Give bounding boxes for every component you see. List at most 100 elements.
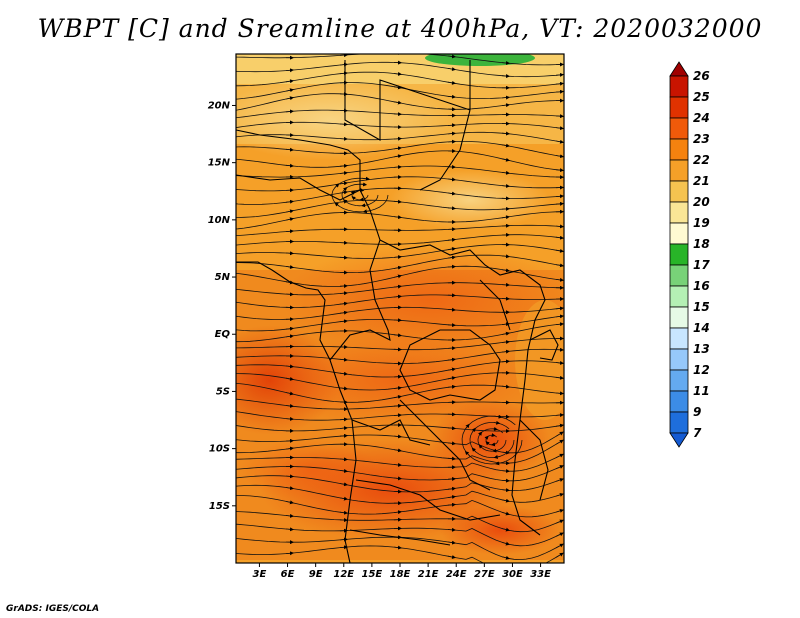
colorbar-label: 25: [693, 90, 710, 104]
colorbar-segment: [669, 264, 689, 287]
colorbar-label: 15: [693, 300, 710, 314]
streamline-arrow: [493, 426, 498, 431]
lon-tick-label: 6E: [281, 569, 295, 580]
streamline-arrow: [339, 496, 348, 501]
streamline-arrow: [555, 391, 564, 396]
streamline-arrow: [501, 527, 510, 532]
streamline-arrow: [555, 532, 564, 537]
streamline-arrow: [393, 284, 402, 289]
streamline-arrow: [285, 163, 294, 168]
streamline-arrow: [339, 482, 348, 487]
lon-tick-label: 30E: [502, 569, 523, 580]
streamline-arrow: [447, 307, 456, 312]
streamline-arrow: [339, 386, 348, 391]
streamline-arrow: [501, 61, 510, 65]
streamline-arrow: [447, 367, 456, 372]
streamline-arrow: [393, 333, 402, 338]
streamline-arrow: [501, 511, 510, 516]
streamline-arrow: [339, 468, 348, 473]
lon-tick-label: 12E: [333, 569, 354, 580]
colorbar-label: 19: [693, 216, 710, 230]
streamline-arrow: [447, 495, 456, 499]
streamline-arrow: [447, 555, 456, 559]
streamline-arrow: [501, 215, 510, 220]
colorbar-label: 21: [693, 174, 710, 188]
lat-tick-label: EQ: [215, 329, 231, 340]
lon-tick-label: 21E: [418, 569, 439, 580]
streamline-arrow: [447, 54, 456, 59]
colorbar-segment: [669, 390, 689, 413]
streamline-arrow: [501, 498, 510, 503]
streamline-arrow: [285, 446, 294, 451]
streamline-arrow: [555, 552, 564, 558]
streamline-arrow: [447, 476, 456, 481]
colorbar-label: 11: [693, 384, 710, 398]
streamline-arrow: [393, 394, 402, 399]
streamline-arrow: [555, 322, 564, 327]
streamline-arrow: [447, 376, 456, 381]
streamline-arrow: [501, 131, 510, 136]
lat-tick-label: 15N: [208, 158, 231, 169]
streamline-arrow: [393, 100, 402, 105]
streamline-arrow: [285, 147, 294, 152]
lon-tick-label: 33E: [530, 569, 551, 580]
streamline-arrow: [339, 426, 348, 431]
colorbar-label: 18: [693, 237, 710, 251]
streamline-arrow: [555, 72, 564, 77]
streamline-arrow: [555, 519, 564, 524]
streamline-arrow: [447, 67, 456, 72]
colorbar-label: 14: [693, 321, 710, 335]
streamline-arrow: [501, 322, 510, 327]
streamline-arrow: [393, 85, 402, 90]
streamline-arrow: [393, 71, 402, 76]
streamline-arrow: [285, 326, 294, 331]
streamline-arrow: [484, 435, 489, 440]
streamline-arrow: [555, 81, 564, 86]
streamline-arrow: [555, 453, 564, 459]
streamline-arrow: [501, 469, 510, 473]
streamline: [469, 422, 515, 459]
streamline-arrow: [339, 301, 348, 306]
lat-tick-label: 5S: [216, 386, 230, 397]
streamline-arrow: [285, 334, 294, 339]
colorbar-label: 22: [693, 153, 710, 167]
colorbar-label: 23: [693, 132, 710, 146]
streamline-arrow: [555, 375, 564, 380]
streamline-arrow: [555, 423, 564, 428]
streamline-arrow: [339, 291, 348, 296]
streamline-arrow: [555, 168, 564, 173]
colorbar-label: 12: [693, 363, 710, 377]
streamline-arrow: [339, 371, 348, 376]
lat-tick-label: 10N: [208, 215, 231, 226]
colorbar-segment: [669, 327, 689, 350]
colorbar-segment: [669, 411, 689, 434]
latitude-axis: 20N 15N 10N 5N EQ 5S 10S 15S: [208, 100, 236, 512]
streamline-arrow: [285, 391, 294, 396]
streamline-arrow: [555, 224, 564, 229]
streamline-arrow: [447, 94, 456, 99]
colorbar-segment: [669, 201, 689, 224]
colorbar-segment: [669, 222, 689, 245]
streamline-arrow: [493, 454, 501, 459]
streamline-arrow: [447, 384, 456, 389]
colorbar-segment: [669, 96, 689, 119]
lat-tick-label: 5N: [215, 272, 231, 283]
streamline-arrow: [494, 414, 503, 419]
colorbar-label: 13: [693, 342, 710, 356]
coastlines-borders: [236, 60, 559, 563]
colorbar-segment: [669, 285, 689, 308]
streamline-arrow: [285, 217, 294, 222]
colorbar-max-arrow: [669, 61, 689, 77]
streamline-arrow: [555, 154, 564, 159]
streamline-arrow: [555, 413, 564, 418]
streamline-arrow: [393, 294, 402, 299]
streamline-arrow: [285, 500, 294, 505]
lon-tick-label: 9E: [309, 569, 323, 580]
streamline-arrow: [501, 103, 510, 108]
streamline-arrow: [501, 254, 510, 259]
streamline-arrow: [501, 359, 510, 364]
streamline-arrow: [393, 476, 402, 481]
streamline-arrow: [339, 357, 348, 362]
streamline-arrow: [555, 248, 564, 253]
